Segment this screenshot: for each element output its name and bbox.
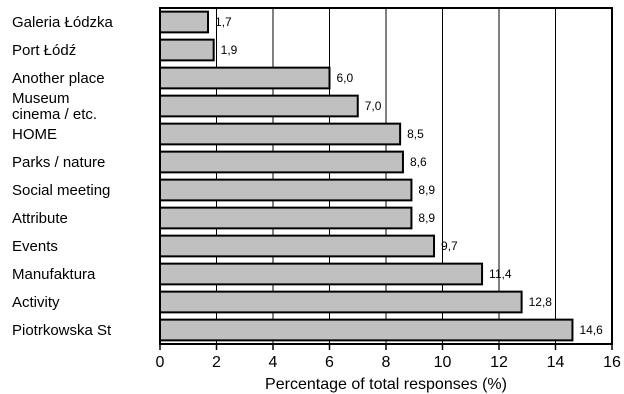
- plot-frame: [159, 7, 613, 345]
- category-label-line: Museum: [12, 90, 70, 107]
- category-label-line: Galeria Łódzka: [12, 14, 114, 31]
- category-label-line: cinema / etc.: [12, 106, 97, 123]
- x-tick-label: 4: [269, 354, 278, 371]
- bar: [159, 10, 210, 34]
- category-label-line: Events: [12, 238, 58, 255]
- category-labels: Galeria Łódzka Port Łódź Another place Muse…: [12, 14, 114, 339]
- category-label: Parks / nature: [12, 154, 105, 171]
- category-label-line: Parks / nature: [12, 154, 105, 171]
- x-tick-label: 0: [156, 354, 165, 371]
- data-label: 8,9: [418, 211, 435, 225]
- data-label: 11,4: [489, 267, 512, 281]
- data-label: 1,9: [221, 43, 238, 57]
- category-label-line: Piotrkowska St: [12, 322, 112, 339]
- data-label: 9,7: [441, 239, 458, 253]
- x-axis: 0 2 4 6 8 10 12 14 16: [156, 344, 621, 371]
- data-label: 1,7: [215, 15, 232, 29]
- data-label: 14,6: [579, 323, 603, 337]
- x-axis-title: Percentage of total responses (%): [265, 376, 507, 393]
- data-label: 7,0: [365, 99, 382, 113]
- x-tick-label: 2: [212, 354, 221, 371]
- bar: [159, 122, 402, 146]
- category-label-line: Activity: [12, 294, 60, 311]
- category-label-line: Social meeting: [12, 182, 110, 199]
- bar: [159, 206, 413, 230]
- category-label: HOME: [12, 126, 57, 143]
- category-label: Events: [12, 238, 58, 255]
- category-label: Activity: [12, 294, 60, 311]
- bar: [159, 318, 574, 342]
- category-label-line: HOME: [12, 126, 57, 143]
- data-label: 8,9: [418, 183, 435, 197]
- category-label: Piotrkowska St: [12, 322, 112, 339]
- category-label: Attribute: [12, 210, 68, 227]
- x-tick-label: 8: [382, 354, 391, 371]
- data-label: 12,8: [529, 295, 553, 309]
- category-label: Manufaktura: [12, 266, 96, 283]
- bar: [159, 234, 436, 258]
- x-tick-label: 12: [490, 354, 508, 371]
- bar: [159, 178, 413, 202]
- data-label: 8,6: [410, 155, 427, 169]
- category-label-line: Another place: [12, 70, 105, 87]
- bar: [159, 38, 215, 62]
- x-tick-label: 14: [547, 354, 565, 371]
- category-label: Social meeting: [12, 182, 110, 199]
- category-label: Another place: [12, 70, 105, 87]
- data-label: 6,0: [337, 71, 354, 85]
- bar: [159, 66, 331, 90]
- x-tick-label: 16: [603, 354, 621, 371]
- grid-lines: [216, 8, 556, 344]
- bar: [159, 290, 523, 314]
- category-label: Galeria Łódzka: [12, 14, 114, 31]
- bar: [159, 262, 484, 286]
- data-label: 8,5: [407, 127, 424, 141]
- x-tick-label: 6: [325, 354, 334, 371]
- category-label: Museum cinema / etc.: [12, 90, 97, 123]
- x-tick-label: 10: [434, 354, 452, 371]
- bar: [159, 94, 359, 118]
- value-labels: 1,7 1,9 6,0 7,0 8,5 8,6 8,9 8,9 9,7 11,4 12,8 14,6: [215, 15, 603, 337]
- bar: [159, 150, 404, 174]
- category-label-line: Manufaktura: [12, 266, 96, 283]
- category-label-line: Port Łódź: [12, 42, 76, 59]
- category-label-line: Attribute: [12, 210, 68, 227]
- category-label: Port Łódź: [12, 42, 76, 59]
- bars: [159, 10, 574, 342]
